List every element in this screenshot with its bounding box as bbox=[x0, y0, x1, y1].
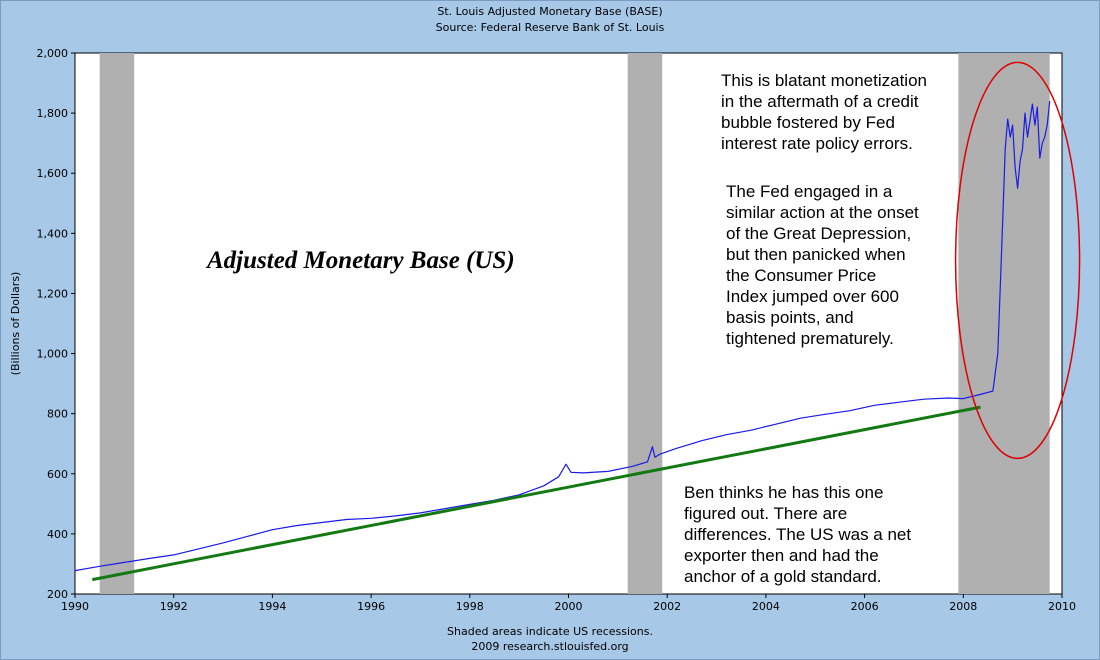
y-tick-label: 800 bbox=[47, 408, 68, 421]
series-line-trend bbox=[92, 405, 981, 582]
y-tick-label: 1,400 bbox=[37, 227, 69, 240]
note-line: Ben thinks he has this one bbox=[684, 483, 884, 502]
note-line: This is blatant monetization bbox=[721, 71, 927, 90]
note-line: figured out. There are bbox=[684, 504, 848, 523]
note-line: Index jumped over 600 bbox=[726, 287, 899, 306]
y-tick-label: 1,200 bbox=[37, 287, 69, 300]
y-tick-label: 1,800 bbox=[37, 107, 69, 120]
chart-subtitle: Source: Federal Reserve Bank of St. Loui… bbox=[435, 21, 665, 34]
note-line: interest rate policy errors. bbox=[721, 134, 913, 153]
chart-annotation-title: Adjusted Monetary Base (US) bbox=[207, 247, 515, 274]
x-tick-label: 2008 bbox=[949, 600, 977, 613]
note-line: The Fed engaged in a bbox=[726, 182, 893, 201]
note-line: the Consumer Price bbox=[726, 266, 877, 285]
y-tick-label: 200 bbox=[47, 588, 68, 601]
note-line: basis points, and bbox=[726, 308, 854, 327]
note-monetization: This is blatant monetization in the afte… bbox=[721, 70, 927, 154]
x-tick-label: 1990 bbox=[61, 600, 89, 613]
note-ben: Ben thinks he has this one figured out. … bbox=[684, 482, 911, 587]
x-tick-label: 1998 bbox=[456, 600, 484, 613]
x-tick-label: 2002 bbox=[653, 600, 681, 613]
note-line: in the aftermath of a credit bbox=[721, 92, 919, 111]
note-line: anchor of a gold standard. bbox=[684, 567, 882, 586]
note-depression: The Fed engaged in a similar action at t… bbox=[726, 181, 919, 349]
x-tick-label: 2006 bbox=[851, 600, 879, 613]
series-line-monetary-base bbox=[74, 101, 1051, 572]
y-tick-label: 1,000 bbox=[37, 348, 69, 361]
note-line: bubble fostered by Fed bbox=[721, 113, 895, 132]
plot-area bbox=[74, 52, 1063, 595]
recession-band bbox=[958, 53, 1050, 594]
x-tick-label: 1992 bbox=[160, 600, 188, 613]
y-axis-label: (Billions of Dollars) bbox=[9, 272, 22, 376]
footer-source: 2009 research.stlouisfed.org bbox=[471, 640, 629, 653]
note-line: exporter then and had the bbox=[684, 546, 879, 565]
x-tick-label: 2010 bbox=[1048, 600, 1076, 613]
highlight-ellipse bbox=[954, 61, 1081, 460]
note-line: but then panicked when bbox=[726, 245, 906, 264]
note-line: tightened prematurely. bbox=[726, 329, 894, 348]
chart-title: St. Louis Adjusted Monetary Base (BASE) bbox=[437, 5, 663, 18]
x-tick-label: 1996 bbox=[357, 600, 385, 613]
x-tick-label: 2000 bbox=[555, 600, 583, 613]
note-line: of the Great Depression, bbox=[726, 224, 912, 243]
x-tick-label: 2004 bbox=[752, 600, 780, 613]
y-tick-label: 1,600 bbox=[37, 167, 69, 180]
footer-note: Shaded areas indicate US recessions. bbox=[447, 625, 653, 638]
x-tick-label: 1994 bbox=[258, 600, 286, 613]
y-tick-label: 2,000 bbox=[37, 47, 69, 60]
recession-band bbox=[627, 53, 663, 594]
note-line: similar action at the onset bbox=[726, 203, 919, 222]
recession-band bbox=[99, 53, 135, 594]
note-line: differences. The US was a net bbox=[684, 525, 912, 544]
y-tick-label: 400 bbox=[47, 528, 68, 541]
y-tick-label: 600 bbox=[47, 468, 68, 481]
